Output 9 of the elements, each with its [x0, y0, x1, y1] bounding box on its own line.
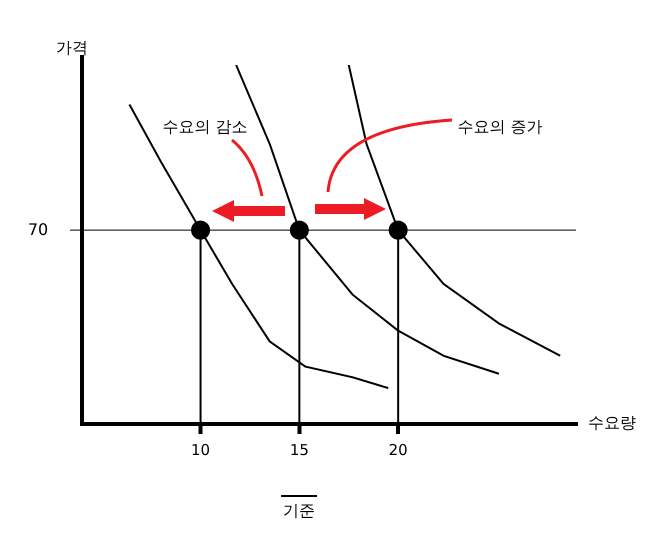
x-tick-label: 10 [191, 440, 210, 459]
x-tick-label: 20 [388, 440, 408, 459]
text: 70 [28, 220, 48, 240]
annotation: 수요의 증가 [457, 117, 543, 136]
x-tick-label: 15 [290, 440, 309, 459]
x-axis-title: 수요량 [588, 413, 636, 432]
annotation: 수요의 감소 [162, 117, 248, 136]
y-axis-title: 가격 [56, 38, 88, 58]
text: 기준 [283, 501, 315, 520]
